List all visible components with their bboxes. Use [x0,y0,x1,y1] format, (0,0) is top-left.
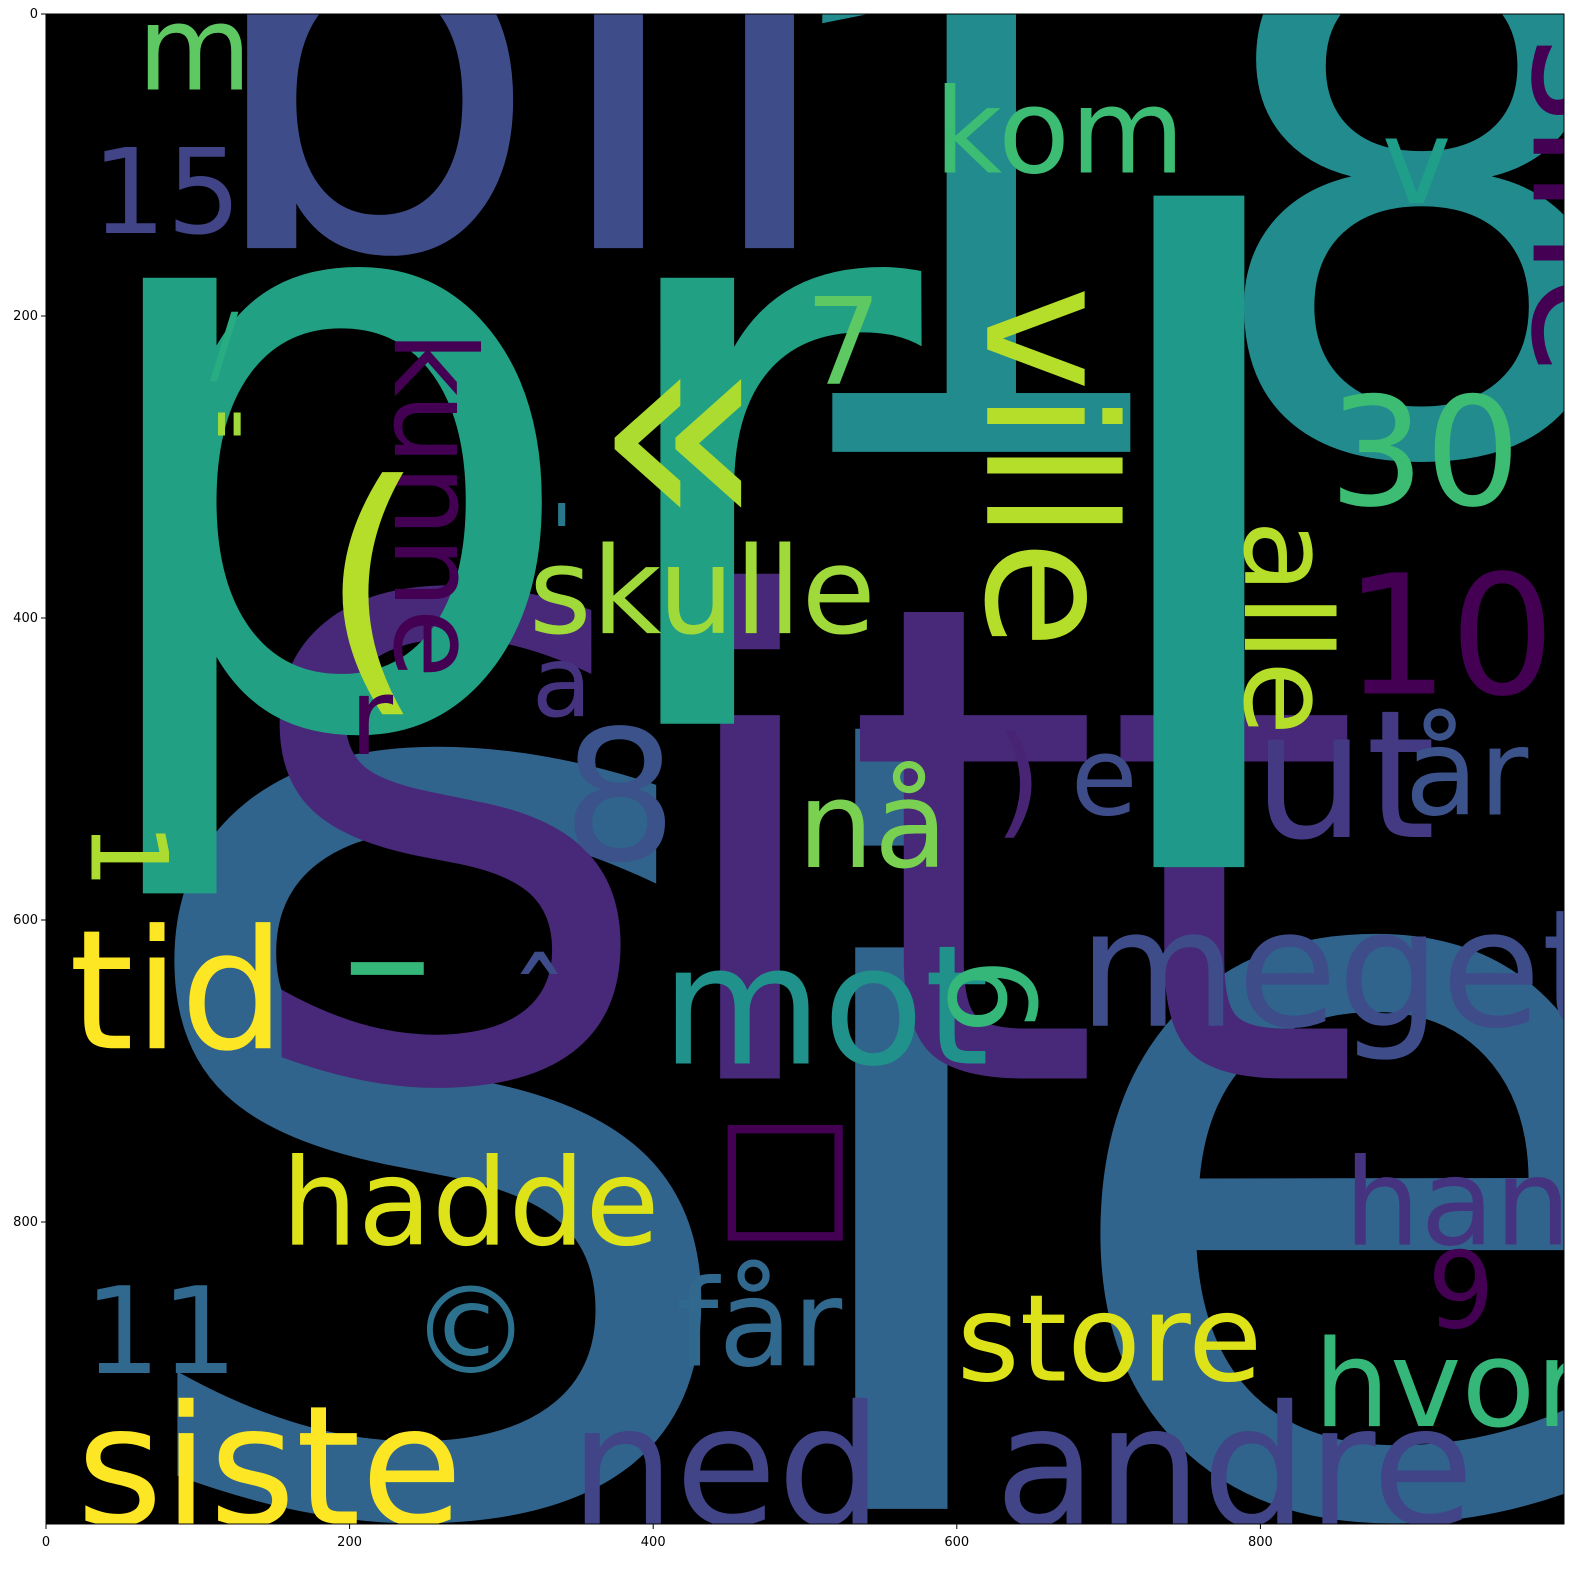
word-4: 18 [744,0,1596,620]
word-30: 1 [67,822,190,889]
word-6: sine [1494,37,1596,377]
word-33: – [342,850,433,1061]
word-9: 15 [92,124,242,261]
y-tick-label-3: 600 [13,913,38,928]
word-2: pr [69,0,931,917]
word-14: " [210,396,249,495]
plot-background [46,14,1564,1524]
word-25: ut [1253,673,1436,880]
word-1: Sitt [236,462,1363,1236]
y-tick-label-4: 800 [13,1215,38,1230]
word-11: ville [944,286,1151,650]
x-tick-label-4: 800 [1248,1535,1273,1550]
word-29: e [1071,713,1138,840]
word-32: tid [69,895,286,1088]
word-0: Sier [107,557,1596,1588]
word-49: andre [995,1371,1474,1564]
word-46: hvor [1314,1315,1586,1455]
word-40: han [1344,1134,1571,1274]
word-27: 8 [562,692,677,903]
word-10: v [1382,94,1452,231]
word-43: får [676,1255,843,1395]
word-44: 9 [1427,1230,1494,1353]
word-42: © [410,1262,531,1402]
y-axis: 0 200 400 600 800 [13,7,46,1230]
word-24: r [350,656,394,779]
word-48: ned [570,1371,883,1564]
word-23: a [532,626,592,740]
word-20: ( [319,427,425,743]
word-19: skulle [529,522,876,662]
word-17: kunne [368,331,500,678]
word-5: I [1063,13,1335,1085]
word-26: år [1405,703,1529,843]
word-layer: SierSittprbli18Isinekomm15vville7/"«30ku… [67,0,1596,1588]
word-36: 6 [920,958,1060,1035]
y-tick-label-2: 400 [13,611,38,626]
y-tick-label-0: 0 [30,7,38,22]
word-47: siste [76,1371,463,1564]
word-15: « [593,261,769,595]
x-tick-label-2: 400 [641,1535,666,1550]
word-39: hadde [281,1134,659,1274]
word-22: 10 [1344,541,1555,734]
word-3: bli [198,0,845,377]
word-21: alle [1216,520,1356,735]
x-axis: 0 200 400 600 800 [42,1524,1273,1550]
y-tick-label-1: 200 [13,309,38,324]
word-45: store [957,1270,1263,1410]
word-35: mot [661,911,990,1104]
word-38: □ [714,1082,857,1258]
word-7: kom [934,64,1185,201]
word-18: ' [550,486,573,585]
word-28: ) [995,711,1042,851]
word-41: 11 [84,1262,238,1402]
word-16: 30 [1329,365,1521,541]
word-37: meget [1078,876,1596,1065]
plot-frame [45,13,1565,1525]
x-tick-label-1: 200 [337,1535,362,1550]
word-8: m [137,0,252,118]
word-12: 7 [805,273,882,413]
x-tick-label-3: 600 [944,1535,969,1550]
word-31: nå [797,756,948,896]
word-34: ˆ [509,937,569,1077]
word-13: / [210,294,239,393]
x-tick-label-0: 0 [42,1535,50,1550]
